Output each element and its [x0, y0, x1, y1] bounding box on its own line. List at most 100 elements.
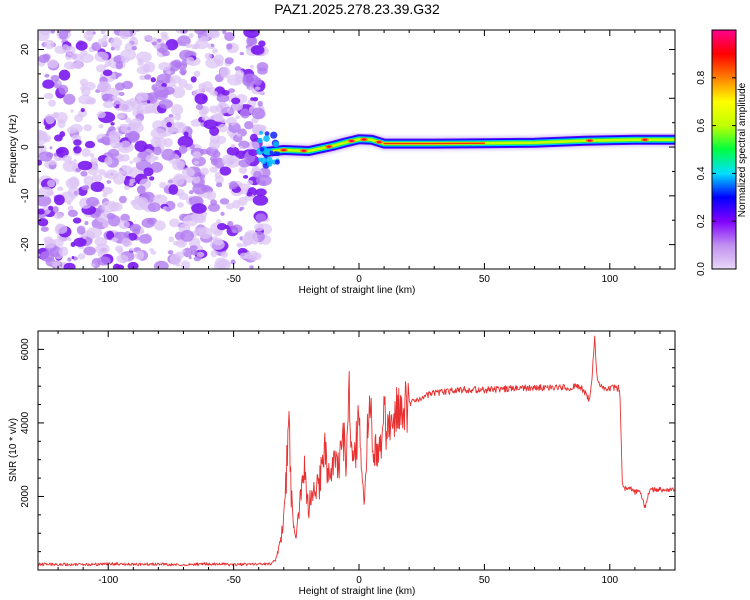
noise-blob: [80, 108, 85, 113]
snr-x-tick-label: 0: [356, 575, 362, 586]
noise-blob: [63, 262, 76, 269]
noise-blob: [180, 260, 191, 269]
noise-blob: [153, 86, 170, 98]
noise-blob: [194, 224, 208, 235]
noise-blob: [64, 52, 73, 61]
noise-blob: [129, 160, 134, 164]
noise-blob: [232, 199, 241, 209]
noise-blob: [129, 247, 135, 252]
noise-blob: [116, 254, 129, 264]
noise-blob: [193, 256, 202, 262]
noise-blob: [249, 265, 254, 269]
noise-blob: [169, 75, 182, 84]
noise-blob: [150, 128, 167, 140]
noise-blob: [52, 206, 59, 213]
noise-blob: [212, 150, 221, 158]
noise-blob: [239, 252, 248, 260]
noise-blob: [73, 159, 77, 163]
noise-blob: [176, 202, 184, 208]
noise-blob: [239, 51, 244, 56]
noise-blob: [244, 121, 254, 130]
noise-blob: [195, 103, 204, 111]
noise-blob: [235, 69, 245, 80]
noise-blob: [252, 97, 259, 102]
noise-blob: [213, 113, 223, 122]
noise-blob: [252, 252, 262, 260]
noise-blob: [238, 166, 248, 174]
spectrogram-y-tick-label: 10: [20, 92, 31, 104]
noise-blob: [73, 139, 82, 146]
noise-blob: [69, 64, 76, 70]
noise-blob: [209, 105, 220, 114]
noise-blob: [98, 168, 106, 176]
noise-blob: [153, 260, 169, 269]
signal-hotspot-core: [587, 139, 592, 142]
noise-blob: [56, 146, 69, 158]
noise-blob: [228, 88, 236, 93]
noise-blob: [253, 77, 262, 86]
noise-blob: [58, 69, 71, 81]
noise-blob: [119, 165, 133, 176]
noise-blob: [127, 261, 139, 269]
noise-blob: [189, 197, 193, 201]
noise-blob: [104, 156, 113, 166]
spectrogram-x-tick-label: 100: [601, 274, 618, 285]
colorbar-gradient: [712, 30, 736, 269]
noise-blob: [46, 59, 59, 69]
noise-blob: [44, 73, 50, 78]
noise-blob: [175, 263, 181, 267]
noise-blob: [217, 124, 228, 133]
noise-blob: [180, 70, 186, 76]
noise-blob: [258, 40, 266, 47]
noise-blob: [67, 186, 80, 199]
noise-blob: [210, 158, 218, 166]
snr-y-axis-label: SNR (10 * v/v): [8, 418, 19, 482]
noise-blob: [178, 192, 189, 201]
noise-blob: [209, 166, 218, 173]
noise-blob: [224, 57, 234, 65]
noise-blob: [138, 233, 152, 244]
noise-blob: [120, 49, 137, 61]
noise-blob: [225, 203, 234, 210]
noise-blob: [98, 38, 108, 47]
noise-blob: [106, 230, 115, 240]
signal-onset-blob: [259, 130, 264, 135]
noise-blob: [38, 54, 50, 63]
noise-blob: [193, 70, 201, 77]
noise-blob: [171, 121, 187, 133]
noise-blob: [255, 188, 267, 197]
noise-blob: [68, 176, 80, 188]
spectrogram-x-tick-label: 0: [356, 274, 362, 285]
noise-blob: [249, 64, 254, 69]
colorbar-axis: 0.0 0.2 0.4 0.6 0.8: [696, 29, 737, 276]
noise-blob: [158, 99, 173, 109]
noise-blob: [169, 218, 180, 228]
noise-blob: [72, 217, 82, 224]
snr-y-tick-label: 2000: [20, 485, 31, 508]
noise-blob: [236, 242, 244, 248]
noise-blob: [247, 180, 254, 186]
noise-blob: [106, 213, 116, 220]
noise-blob: [123, 185, 130, 190]
noise-blob: [38, 253, 41, 257]
noise-blob: [177, 35, 191, 47]
noise-blob: [157, 38, 162, 42]
noise-blob: [210, 250, 218, 258]
noise-blob: [43, 134, 52, 143]
noise-blob: [74, 60, 83, 70]
spectrogram-x-tick-label: 50: [479, 274, 491, 285]
noise-blob: [167, 250, 174, 255]
noise-blob: [251, 107, 266, 120]
noise-blob: [256, 61, 269, 72]
snr-x-tick-label: -100: [98, 575, 118, 586]
noise-blob: [117, 72, 122, 77]
noise-blob: [38, 151, 53, 162]
noise-blob: [233, 158, 239, 162]
noise-blob: [254, 86, 261, 91]
noise-blob: [216, 219, 222, 224]
noise-blob: [213, 54, 224, 65]
noise-blob: [149, 176, 155, 181]
noise-blob: [150, 250, 157, 255]
